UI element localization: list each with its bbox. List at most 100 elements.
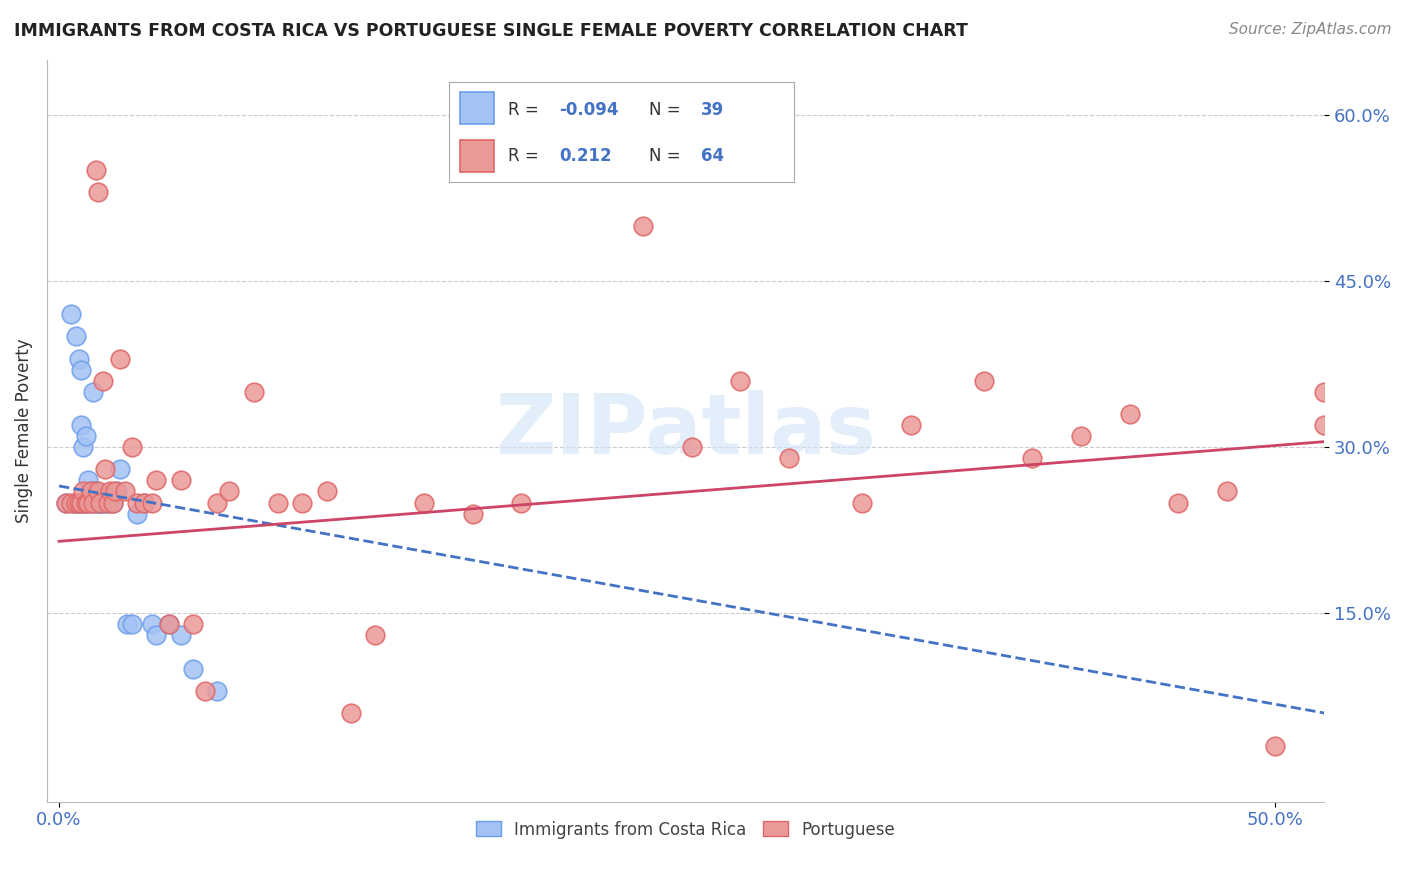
Point bbox=[70, 362, 93, 376]
Point bbox=[134, 495, 156, 509]
Point bbox=[67, 351, 90, 366]
Point bbox=[364, 628, 387, 642]
Point bbox=[125, 495, 148, 509]
Point bbox=[75, 495, 97, 509]
Point bbox=[79, 484, 101, 499]
Point bbox=[91, 495, 114, 509]
Point bbox=[121, 617, 143, 632]
Point bbox=[107, 484, 129, 499]
Point bbox=[101, 495, 124, 509]
Point bbox=[98, 484, 121, 499]
Point bbox=[141, 495, 163, 509]
Point bbox=[89, 495, 111, 509]
Point bbox=[145, 474, 167, 488]
Point bbox=[125, 507, 148, 521]
Point bbox=[157, 617, 180, 632]
Point bbox=[973, 374, 995, 388]
Point bbox=[157, 617, 180, 632]
Point bbox=[87, 186, 110, 200]
Point bbox=[97, 495, 120, 509]
Point bbox=[1264, 739, 1286, 754]
Point bbox=[114, 484, 136, 499]
Point bbox=[79, 495, 101, 509]
Point bbox=[218, 484, 240, 499]
Point bbox=[75, 495, 97, 509]
Point bbox=[900, 418, 922, 433]
Point bbox=[181, 662, 204, 676]
Point bbox=[145, 628, 167, 642]
Point bbox=[1361, 351, 1384, 366]
Point bbox=[170, 628, 193, 642]
Text: Source: ZipAtlas.com: Source: ZipAtlas.com bbox=[1229, 22, 1392, 37]
Point bbox=[205, 683, 228, 698]
Point bbox=[82, 495, 104, 509]
Point bbox=[1021, 451, 1043, 466]
Point bbox=[267, 495, 290, 509]
Point bbox=[82, 384, 104, 399]
Point bbox=[1167, 495, 1189, 509]
Point bbox=[65, 495, 87, 509]
Point bbox=[1386, 440, 1406, 454]
Point bbox=[104, 484, 127, 499]
Point bbox=[60, 307, 83, 321]
Point bbox=[101, 495, 124, 509]
Point bbox=[77, 474, 100, 488]
Point bbox=[84, 163, 107, 178]
Point bbox=[62, 495, 84, 509]
Point bbox=[315, 484, 337, 499]
Point bbox=[89, 495, 111, 509]
Point bbox=[242, 384, 264, 399]
Point bbox=[72, 495, 94, 509]
Point bbox=[1070, 429, 1092, 443]
Point bbox=[291, 495, 314, 509]
Point bbox=[79, 484, 101, 499]
Point bbox=[510, 495, 533, 509]
Point bbox=[87, 495, 110, 509]
Point bbox=[134, 495, 156, 509]
Point bbox=[70, 418, 93, 433]
Point bbox=[851, 495, 873, 509]
Point bbox=[60, 495, 83, 509]
Point bbox=[730, 374, 752, 388]
Point bbox=[87, 484, 110, 499]
Point bbox=[1118, 407, 1140, 421]
Y-axis label: Single Female Poverty: Single Female Poverty bbox=[15, 338, 32, 523]
Point bbox=[70, 495, 93, 509]
Point bbox=[65, 329, 87, 343]
Point bbox=[72, 440, 94, 454]
Point bbox=[413, 495, 436, 509]
Point bbox=[108, 462, 131, 476]
Point bbox=[97, 495, 120, 509]
Text: IMMIGRANTS FROM COSTA RICA VS PORTUGUESE SINGLE FEMALE POVERTY CORRELATION CHART: IMMIGRANTS FROM COSTA RICA VS PORTUGUESE… bbox=[14, 22, 967, 40]
Point bbox=[631, 219, 654, 233]
Point bbox=[461, 507, 484, 521]
Point bbox=[121, 440, 143, 454]
Point bbox=[55, 495, 77, 509]
Point bbox=[55, 495, 77, 509]
Legend: Immigrants from Costa Rica, Portuguese: Immigrants from Costa Rica, Portuguese bbox=[470, 814, 901, 846]
Point bbox=[87, 495, 110, 509]
Point bbox=[1313, 418, 1336, 433]
Point bbox=[72, 484, 94, 499]
Point bbox=[205, 495, 228, 509]
Point bbox=[194, 683, 217, 698]
Point bbox=[67, 495, 90, 509]
Point bbox=[91, 374, 114, 388]
Point bbox=[82, 484, 104, 499]
Point bbox=[181, 617, 204, 632]
Point bbox=[558, 163, 581, 178]
Point bbox=[681, 440, 703, 454]
Point bbox=[94, 495, 117, 509]
Point bbox=[84, 495, 107, 509]
Text: ZIPatlas: ZIPatlas bbox=[495, 390, 876, 471]
Point bbox=[84, 484, 107, 499]
Point bbox=[1313, 384, 1336, 399]
Point bbox=[67, 495, 90, 509]
Point bbox=[141, 617, 163, 632]
Point bbox=[94, 462, 117, 476]
Point bbox=[340, 706, 363, 720]
Point bbox=[108, 351, 131, 366]
Point bbox=[77, 495, 100, 509]
Point bbox=[778, 451, 800, 466]
Point bbox=[75, 429, 97, 443]
